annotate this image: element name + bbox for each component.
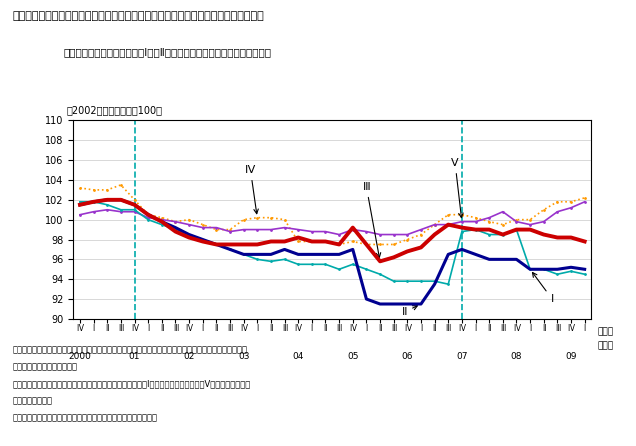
Text: （年）: （年）	[598, 341, 614, 350]
Text: （2002年１～３月期＝100）: （2002年１～３月期＝100）	[67, 105, 163, 115]
Text: 02: 02	[183, 352, 195, 361]
Text: 01: 01	[128, 352, 141, 361]
Text: 2000: 2000	[69, 352, 92, 361]
Text: 09: 09	[565, 352, 577, 361]
Text: Ⅲ: Ⅲ	[363, 182, 381, 257]
Text: ２．所得に応じて世帯を５等分し、下位２０％を第Ⅰ五分位、上位２０％を第Ⅴ五分位などとして: ２．所得に応じて世帯を５等分し、下位２０％を第Ⅰ五分位、上位２０％を第Ⅴ五分位な…	[13, 380, 251, 388]
Text: 08: 08	[511, 352, 522, 361]
Text: Ⅱ: Ⅱ	[402, 306, 417, 317]
Text: ３．世帯人員調整は、世帯人員の平方根で割っている。: ３．世帯人員調整は、世帯人員の平方根で割っている。	[13, 413, 158, 422]
Text: 03: 03	[238, 352, 249, 361]
Text: 07: 07	[456, 352, 467, 361]
Text: 06: 06	[401, 352, 413, 361]
Text: 年間収入五分位別。: 年間収入五分位別。	[13, 363, 78, 372]
Text: Ⅳ: Ⅳ	[245, 165, 258, 214]
Text: いる。: いる。	[13, 396, 53, 405]
Text: 世帯人員で調整をすると、第Ⅰ、第Ⅱ五分位は景気の谷の後も、所得が低下: 世帯人員で調整をすると、第Ⅰ、第Ⅱ五分位は景気の谷の後も、所得が低下	[64, 47, 272, 57]
Text: Ⅰ: Ⅰ	[532, 273, 554, 304]
Text: 04: 04	[293, 352, 304, 361]
Text: （期）: （期）	[598, 328, 614, 337]
Text: V: V	[452, 158, 463, 218]
Text: 第３－２－７図　直近の景気拡張局面における家計所得（等価所得）の五分位別推移: 第３－２－７図 直近の景気拡張局面における家計所得（等価所得）の五分位別推移	[13, 11, 265, 21]
Text: 05: 05	[347, 352, 359, 361]
Text: （備考）１．総務省「家計調査」により作成。総世帯のうち勤労者世帯経常収入の平均値の４四半期計。: （備考）１．総務省「家計調査」により作成。総世帯のうち勤労者世帯経常収入の平均値…	[13, 346, 247, 355]
